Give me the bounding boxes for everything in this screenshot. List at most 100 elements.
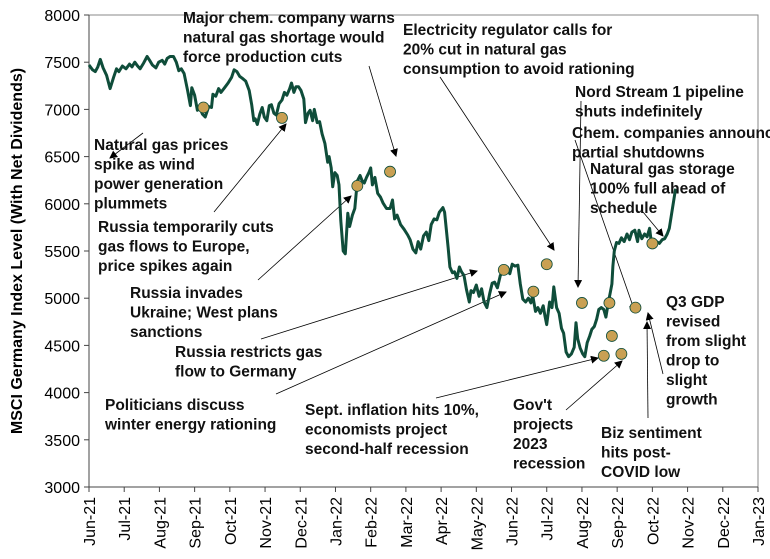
annotation-line: Gov't	[513, 397, 552, 414]
annotation-line: economists project	[305, 422, 447, 439]
event-marker	[527, 285, 540, 298]
annotation-arrow-politicians	[275, 291, 507, 395]
annotation-restricts: Russia restricts gas flow to Germany	[175, 344, 322, 381]
annotation-line: 100% full ahead of	[590, 181, 726, 198]
annotation-line: shuts indefinitely	[575, 104, 703, 121]
annotation-regulator: Electricity regulator calls for 20% cut i…	[403, 22, 635, 78]
x-tick-label: Mar-22	[399, 497, 416, 548]
annotation-storage: Natural gas storage 100% full ahead of sch…	[590, 161, 735, 217]
x-axis-ticks: Jun-21 Jul-21 Aug-21 Sep-21 Oct-21 Nov-21 Dec-…	[82, 487, 768, 550]
annotation-line: Politicians discuss	[105, 397, 245, 414]
annotation-natgas: Natural gas prices spike as wind power gen…	[94, 137, 228, 213]
y-tick-label: 6500	[44, 150, 80, 167]
annotation-line: gas flows to Europe,	[98, 239, 250, 256]
x-tick-label: Jun-22	[505, 497, 522, 546]
annotation-nordstream: Nord Stream 1 pipeline shuts indefinitely	[575, 84, 744, 121]
x-tick-label: Dec-21	[293, 497, 310, 549]
event-marker	[603, 297, 616, 309]
y-tick-label: 4500	[44, 338, 80, 355]
annotation-chemshut: Chem. companies announce partial shutdown…	[572, 125, 770, 162]
annotation-majorchem: Major chem. company warns natural gas sho…	[183, 10, 395, 66]
event-marker	[540, 258, 553, 271]
annotation-arrow-regulator	[439, 76, 555, 251]
event-marker	[605, 330, 618, 342]
annotation-arrow-invasion	[257, 195, 352, 281]
annotation-line: drop to	[666, 353, 719, 370]
y-tick-label: 5500	[44, 244, 80, 261]
y-tick-label: 7500	[44, 55, 80, 72]
annotation-line: Q3 GDP	[666, 294, 725, 311]
annotation-line: force production cuts	[183, 49, 342, 66]
x-tick-label: Jan-22	[328, 497, 345, 546]
x-tick-label: Feb-22	[364, 497, 381, 548]
event-markers	[197, 101, 659, 362]
annotation-line: natural gas shortage would	[183, 30, 385, 47]
annotation-line: Ukraine; West plans	[130, 305, 278, 322]
event-marker	[351, 179, 364, 192]
event-marker	[197, 101, 210, 114]
x-tick-label: Apr-22	[434, 497, 451, 545]
event-marker	[576, 297, 588, 309]
x-tick-label: Aug-22	[575, 497, 592, 549]
annotation-line: slight	[666, 372, 707, 389]
annotation-arrow-biz	[643, 321, 652, 419]
annotation-line: partial shutdowns	[572, 145, 705, 162]
x-tick-label: Aug-21	[152, 497, 169, 549]
annotation-arrows	[109, 65, 664, 419]
x-tick-label: Dec-22	[716, 497, 733, 549]
annotation-line: plummets	[94, 196, 167, 213]
annotation-line: Natural gas prices	[94, 137, 228, 154]
annotation-line: 20% cut in natural gas	[403, 42, 567, 59]
event-marker	[615, 347, 628, 360]
annotation-q3gdp: Q3 GDP revised from slight drop to slight gro…	[666, 294, 746, 409]
annotation-arrow-nordstream	[574, 100, 583, 288]
annotation-line: from slight	[666, 333, 746, 350]
annotation-line: hits post-	[601, 445, 671, 462]
annotation-arrow-restricts	[260, 269, 478, 340]
annotation-line: consumption to avoid rationing	[403, 61, 635, 78]
event-marker	[384, 165, 396, 178]
annotation-arrow-natgas	[109, 132, 144, 159]
annotation-arrow-russia-cuts	[213, 123, 287, 213]
annotation-line: second-half recession	[305, 441, 469, 458]
annotations: Natural gas prices spike as wind power gen…	[94, 10, 770, 481]
annotation-line: power generation	[94, 176, 223, 193]
annotation-arrow-majorchem	[368, 65, 398, 157]
event-marker	[646, 237, 659, 250]
annotation-line: 2023	[513, 436, 548, 453]
x-tick-label: Jun-21	[82, 497, 99, 546]
event-marker	[597, 349, 610, 362]
y-tick-label: 6000	[44, 197, 80, 214]
y-tick-label: 5000	[44, 291, 80, 308]
annotation-arrow-storage	[642, 211, 664, 237]
annotation-line: Biz sentiment	[601, 425, 702, 442]
annotation-line: flow to Germany	[175, 364, 297, 381]
annotation-line: COVID low	[601, 464, 681, 481]
y-tick-label: 4000	[44, 386, 80, 403]
event-marker	[629, 301, 642, 314]
event-marker	[497, 263, 510, 276]
annotation-arrow-govt	[565, 360, 623, 411]
annotation-inflation: Sept. inflation hits 10%, economists proj…	[305, 402, 479, 458]
annotation-politicians: Politicians discuss winter energy rationi…	[104, 397, 276, 434]
annotation-russia-cuts: Russia temporarily cuts gas flows to Euro…	[98, 219, 274, 275]
annotation-line: schedule	[590, 200, 658, 217]
annotation-line: Nord Stream 1 pipeline	[575, 84, 744, 101]
y-tick-label: 3000	[44, 480, 80, 497]
annotation-line: Electricity regulator calls for	[403, 22, 612, 39]
x-tick-label: Oct-21	[223, 497, 240, 545]
annotation-line: spike as wind	[94, 157, 195, 174]
x-tick-label: Oct-22	[645, 497, 662, 545]
annotation-arrow-inflation	[435, 355, 599, 399]
annotation-invasion: Russia invades Ukraine; West plans sanctio…	[130, 285, 278, 341]
annotation-line: sanctions	[130, 324, 202, 341]
annotation-biz: Biz sentiment hits post- COVID low	[601, 425, 702, 481]
annotation-line: Sept. inflation hits 10%,	[305, 402, 479, 419]
y-axis-ticks: 3000 3500 4000 4500 5000 5500 6000 6500 7000 7500…	[44, 8, 89, 497]
annotation-arrow-q3gdp	[645, 312, 664, 375]
annotation-line: growth	[666, 392, 718, 409]
annotation-line: revised	[666, 314, 720, 331]
x-tick-label: Sep-22	[610, 497, 627, 549]
x-tick-label: Nov-21	[258, 497, 275, 549]
